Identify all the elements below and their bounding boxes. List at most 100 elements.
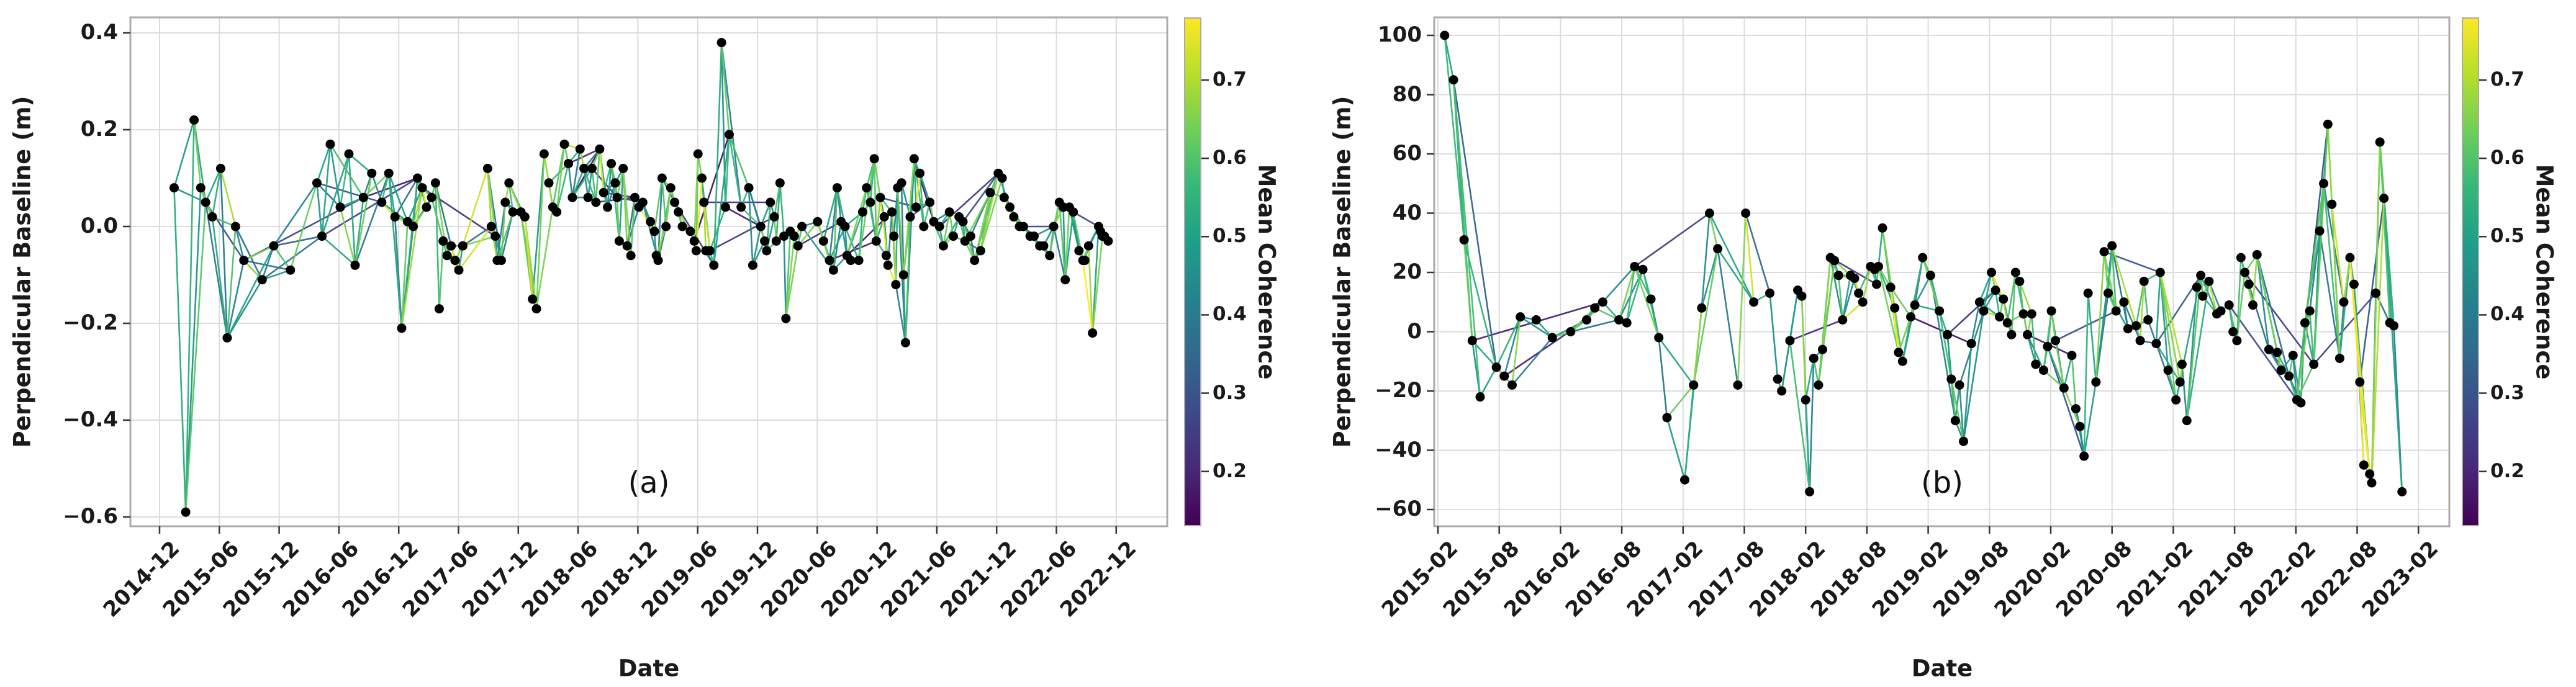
acquisition-point: [1638, 264, 1648, 274]
coherence-edge: [571, 168, 585, 199]
acquisition-point: [1680, 475, 1690, 485]
coherence-edge: [942, 211, 951, 247]
coherence-edge: [602, 163, 612, 194]
coherence-edge: [720, 42, 726, 209]
acquisition-point: [1448, 75, 1458, 85]
coherence-edge: [775, 182, 781, 242]
coherence-edge: [622, 168, 632, 257]
acquisition-point: [944, 207, 954, 217]
coherence-edge: [1709, 212, 1755, 303]
coherence-edge: [1829, 256, 1844, 321]
coherence-edge: [1602, 266, 1636, 303]
coherence-edge: [1658, 336, 1695, 386]
coherence-edge: [2063, 354, 2073, 389]
coherence-edge: [583, 168, 589, 199]
coherence-edge: [1889, 286, 1900, 354]
acquisition-point: [2204, 276, 2214, 286]
coherence-edge: [2046, 346, 2085, 457]
coherence-edge: [193, 119, 202, 189]
acquisition-point: [2296, 398, 2306, 408]
acquisition-point: [1878, 223, 1887, 233]
acquisition-point: [358, 192, 368, 202]
coherence-edge: [766, 216, 775, 252]
colorbar-tick-label: 0.2: [2490, 459, 2524, 482]
coherence-edge: [2248, 283, 2270, 351]
coherence-edge: [728, 133, 743, 209]
coherence-edge: [875, 196, 882, 242]
coherence-edge: [204, 168, 222, 204]
coherence-edge: [942, 216, 960, 247]
acquisition-point: [646, 217, 656, 227]
coherence-edge: [1878, 266, 1900, 354]
acquisition-point: [1083, 241, 1093, 251]
x-axis-label-b: Date: [1911, 655, 1973, 682]
acquisition-point: [1531, 315, 1541, 325]
acquisition-point: [2131, 321, 2141, 331]
acquisition-point: [1080, 256, 1090, 266]
y-tick-label: 80: [1392, 81, 1422, 107]
coherence-edge: [211, 168, 222, 218]
acquisition-point: [2059, 383, 2069, 393]
acquisition-point: [312, 178, 322, 188]
coherence-edge: [2296, 363, 2315, 401]
coherence-edge: [1479, 366, 1498, 398]
acquisition-point: [626, 251, 636, 261]
coherence-edge: [321, 177, 418, 237]
coherence-edge: [725, 133, 730, 209]
acquisition-point: [934, 222, 944, 231]
acquisition-point: [1918, 253, 1928, 263]
acquisition-point: [1830, 256, 1840, 266]
coherence-edge: [1881, 227, 1896, 309]
coherence-edge: [1963, 310, 1985, 442]
coherence-edge: [913, 158, 917, 209]
acquisition-point: [1814, 380, 1824, 390]
coherence-edge: [226, 279, 263, 339]
acquisition-point: [865, 197, 875, 207]
y-tick-label: −60: [1375, 496, 1422, 521]
acquisition-point: [854, 256, 864, 266]
acquisition-point: [2252, 249, 2262, 259]
acquisition-point: [2107, 241, 2117, 251]
coherence-edge: [693, 153, 699, 242]
coherence-edge: [1052, 225, 1067, 281]
acquisition-point: [919, 222, 929, 231]
acquisition-point: [1979, 306, 1989, 316]
coherence-edge: [2095, 251, 2105, 383]
acquisition-point: [1733, 380, 1743, 390]
colorbar-label-b: Mean Coherence: [2531, 164, 2558, 380]
acquisition-point: [889, 231, 899, 241]
acquisition-point: [215, 163, 225, 173]
acquisition-point: [869, 154, 879, 164]
coherence-edge: [616, 196, 620, 242]
acquisition-point: [2198, 291, 2208, 301]
acquisition-point: [344, 149, 354, 159]
acquisition-point: [539, 149, 549, 159]
coherence-edge: [173, 187, 207, 204]
acquisition-point: [999, 192, 1009, 202]
acquisition-point: [724, 130, 734, 140]
colorbar-tick-label: 0.3: [1213, 381, 1247, 404]
acquisition-point: [2232, 336, 2242, 346]
acquisition-point: [520, 212, 530, 222]
coherence-edge: [583, 168, 597, 204]
coherence-edge: [435, 182, 452, 247]
coherence-edge: [1058, 201, 1067, 281]
coherence-edge: [273, 235, 323, 247]
acquisition-point: [1590, 303, 1600, 313]
coherence-edge: [462, 168, 489, 247]
acquisition-point: [1069, 207, 1078, 217]
y-tick-label: −0.4: [63, 407, 118, 432]
coherence-edge: [2349, 256, 2371, 475]
coherence-edge: [2256, 254, 2270, 351]
coherence-edge: [616, 168, 625, 199]
acquisition-point: [887, 207, 897, 217]
coherence-edge: [173, 119, 195, 189]
coherence-edge: [387, 172, 403, 330]
y-tick-label: 0.4: [80, 20, 118, 45]
acquisition-point: [2309, 359, 2319, 369]
coherence-edge: [591, 168, 597, 204]
acquisition-point: [2083, 288, 2093, 298]
colorbar-a: [1184, 17, 1201, 526]
coherence-edge: [828, 225, 846, 261]
coherence-edge: [1634, 266, 1652, 300]
